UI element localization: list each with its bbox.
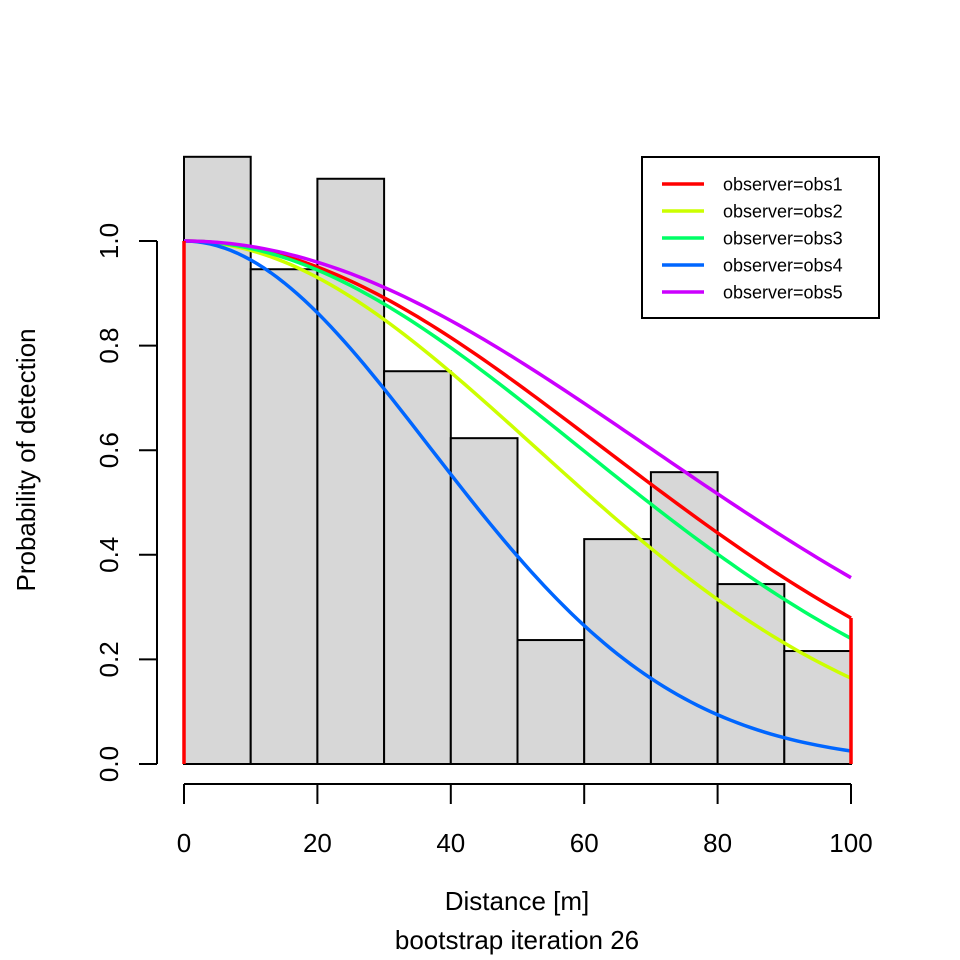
y-tick-label: 0.4 [94, 537, 124, 573]
x-tick-label: 60 [570, 828, 599, 858]
x-axis: 0 20 40 60 80 100 [177, 783, 873, 858]
detection-curve-4 [183, 239, 852, 753]
y-tick-label: 0.2 [94, 641, 124, 677]
histogram-bar [583, 538, 652, 765]
detection-curve-3 [183, 239, 852, 640]
x-tick-label: 100 [829, 828, 872, 858]
histogram-bars [183, 155, 852, 766]
y-axis: 0.0 0.2 0.4 0.6 0.8 1.0 [94, 223, 158, 782]
detection-curve-1 [183, 239, 852, 620]
legend-label-3: observer=obs3 [723, 228, 843, 248]
y-tick-label: 1.0 [94, 223, 124, 259]
legend: observer=obs1 observer=obs2 observer=obs3 o… [641, 156, 880, 319]
histogram-bar [449, 437, 519, 765]
legend-label-4: observer=obs4 [723, 255, 843, 275]
histogram-bar [183, 155, 252, 765]
x-axis-subtitle: bootstrap iteration 26 [395, 925, 639, 955]
legend-label-1: observer=obs1 [723, 174, 843, 194]
histogram-bar [516, 639, 586, 766]
histogram-bar [249, 268, 319, 765]
x-tick-label: 80 [703, 828, 732, 858]
y-axis-label: Probability of detection [11, 328, 41, 591]
detection-curves [182, 239, 853, 764]
histogram-bar [716, 583, 786, 766]
detection-curve-5 [183, 239, 852, 580]
x-tick-label: 0 [177, 828, 191, 858]
x-axis-label: Distance [m] [445, 886, 590, 916]
histogram-bar [649, 471, 719, 765]
y-tick-label: 0.8 [94, 328, 124, 364]
y-tick-label: 0.0 [94, 746, 124, 782]
x-tick-label: 40 [436, 828, 465, 858]
x-tick-label: 20 [303, 828, 332, 858]
legend-label-2: observer=obs2 [723, 201, 843, 221]
detection-curve-2 [183, 239, 852, 680]
y-tick-label: 0.6 [94, 432, 124, 468]
legend-label-5: observer=obs5 [723, 282, 843, 302]
